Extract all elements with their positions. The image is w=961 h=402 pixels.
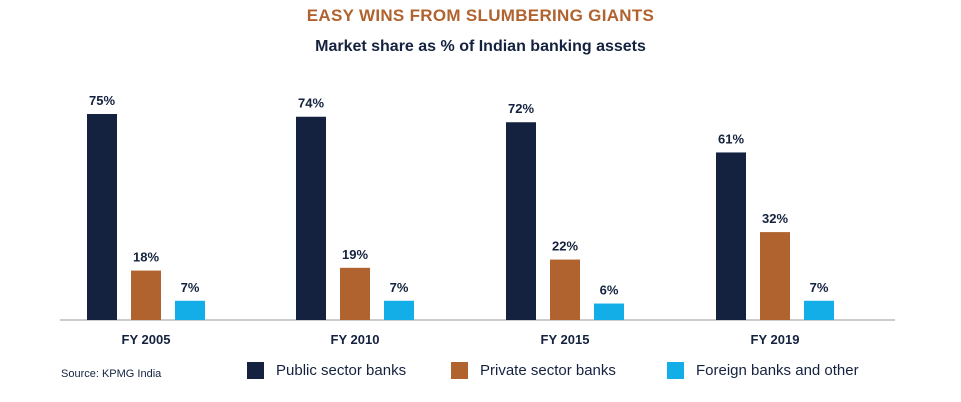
legend-item-private: Private sector banks: [451, 362, 616, 379]
x-tick-label: FY 2005: [122, 332, 171, 347]
bar-private-fy-2005: [131, 270, 161, 320]
data-label-private-fy-2010: 19%: [342, 247, 368, 262]
bar-foreign-fy-2005: [175, 300, 205, 320]
x-tick-label: FY 2019: [751, 332, 800, 347]
bar-public-fy-2005: [87, 114, 117, 320]
data-label-private-fy-2019: 32%: [762, 211, 788, 226]
bar-private-fy-2019: [760, 232, 790, 320]
bar-private-fy-2015: [550, 259, 580, 320]
bar-public-fy-2010: [296, 116, 326, 320]
data-label-foreign-fy-2010: 7%: [390, 280, 409, 295]
data-label-public-fy-2015: 72%: [508, 101, 534, 116]
bar-public-fy-2019: [716, 152, 746, 320]
data-label-public-fy-2010: 74%: [298, 96, 324, 111]
legend-swatch-private: [451, 362, 468, 379]
data-label-foreign-fy-2015: 6%: [600, 283, 619, 298]
data-label-public-fy-2019: 61%: [718, 131, 744, 146]
bar-public-fy-2015: [506, 122, 536, 321]
data-label-private-fy-2005: 18%: [133, 250, 159, 265]
chart-subtitle: Market share as % of Indian banking asse…: [315, 38, 646, 55]
legend-label-public: Public sector banks: [276, 362, 407, 379]
bar-foreign-fy-2019: [804, 300, 834, 320]
bar-private-fy-2010: [340, 267, 370, 320]
source-note: Source: KPMG India: [61, 368, 162, 380]
bar-chart: 75% 18% 7% FY 2005 74% 19% 7% FY 2010 72% 22% 6% FY…: [60, 93, 895, 347]
x-tick-label: FY 2010: [331, 332, 380, 347]
legend-label-private: Private sector banks: [480, 362, 616, 379]
legend-swatch-public: [247, 362, 264, 379]
x-tick-label: FY 2015: [541, 332, 590, 347]
legend-swatch-foreign: [667, 362, 684, 379]
data-label-public-fy-2005: 75%: [89, 93, 115, 108]
bar-foreign-fy-2015: [594, 303, 624, 320]
legend-item-public: Public sector banks: [247, 362, 406, 379]
legend-label-foreign: Foreign banks and other: [696, 362, 859, 379]
data-label-foreign-fy-2005: 7%: [181, 280, 200, 295]
data-label-foreign-fy-2019: 7%: [810, 280, 829, 295]
legend-item-foreign: Foreign banks and other: [667, 362, 859, 379]
chart-title: EASY WINS FROM SLUMBERING GIANTS: [306, 6, 655, 25]
bar-foreign-fy-2010: [384, 300, 414, 320]
data-label-private-fy-2015: 22%: [552, 239, 578, 254]
